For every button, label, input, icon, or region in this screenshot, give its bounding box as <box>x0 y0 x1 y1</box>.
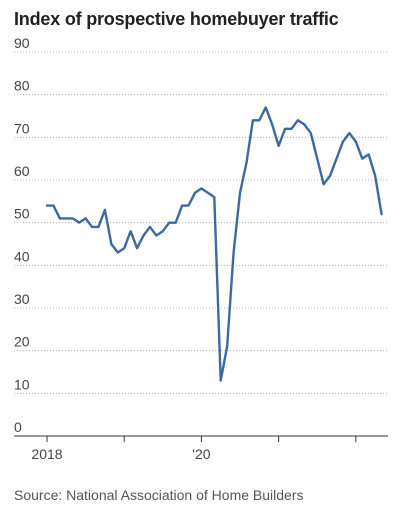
y-tick-label-20: 20 <box>14 334 30 350</box>
y-tick-label-80: 80 <box>14 78 30 94</box>
y-axis-tick-labels: 0 10 20 30 40 50 60 70 80 90 <box>14 35 30 435</box>
gridlines <box>14 51 388 394</box>
y-tick-label-60: 60 <box>14 163 30 179</box>
x-tick-label-2018-01: 2018 <box>31 446 62 462</box>
x-tick-label-2020-01: '20 <box>192 446 210 462</box>
chart-title: Index of prospective homebuyer traffic <box>14 9 339 29</box>
y-tick-label-30: 30 <box>14 291 30 307</box>
y-tick-label-50: 50 <box>14 206 30 222</box>
y-tick-label-70: 70 <box>14 120 30 136</box>
x-axis: 2018 '20 <box>14 435 388 462</box>
source-note: Source: National Association of Home Bui… <box>14 487 304 503</box>
y-tick-label-40: 40 <box>14 248 30 264</box>
series-line-1 <box>45 106 383 382</box>
y-tick-label-0: 0 <box>14 419 22 435</box>
y-tick-label-10: 10 <box>14 376 30 392</box>
series-layer <box>45 106 383 382</box>
y-tick-label-90: 90 <box>14 35 30 51</box>
